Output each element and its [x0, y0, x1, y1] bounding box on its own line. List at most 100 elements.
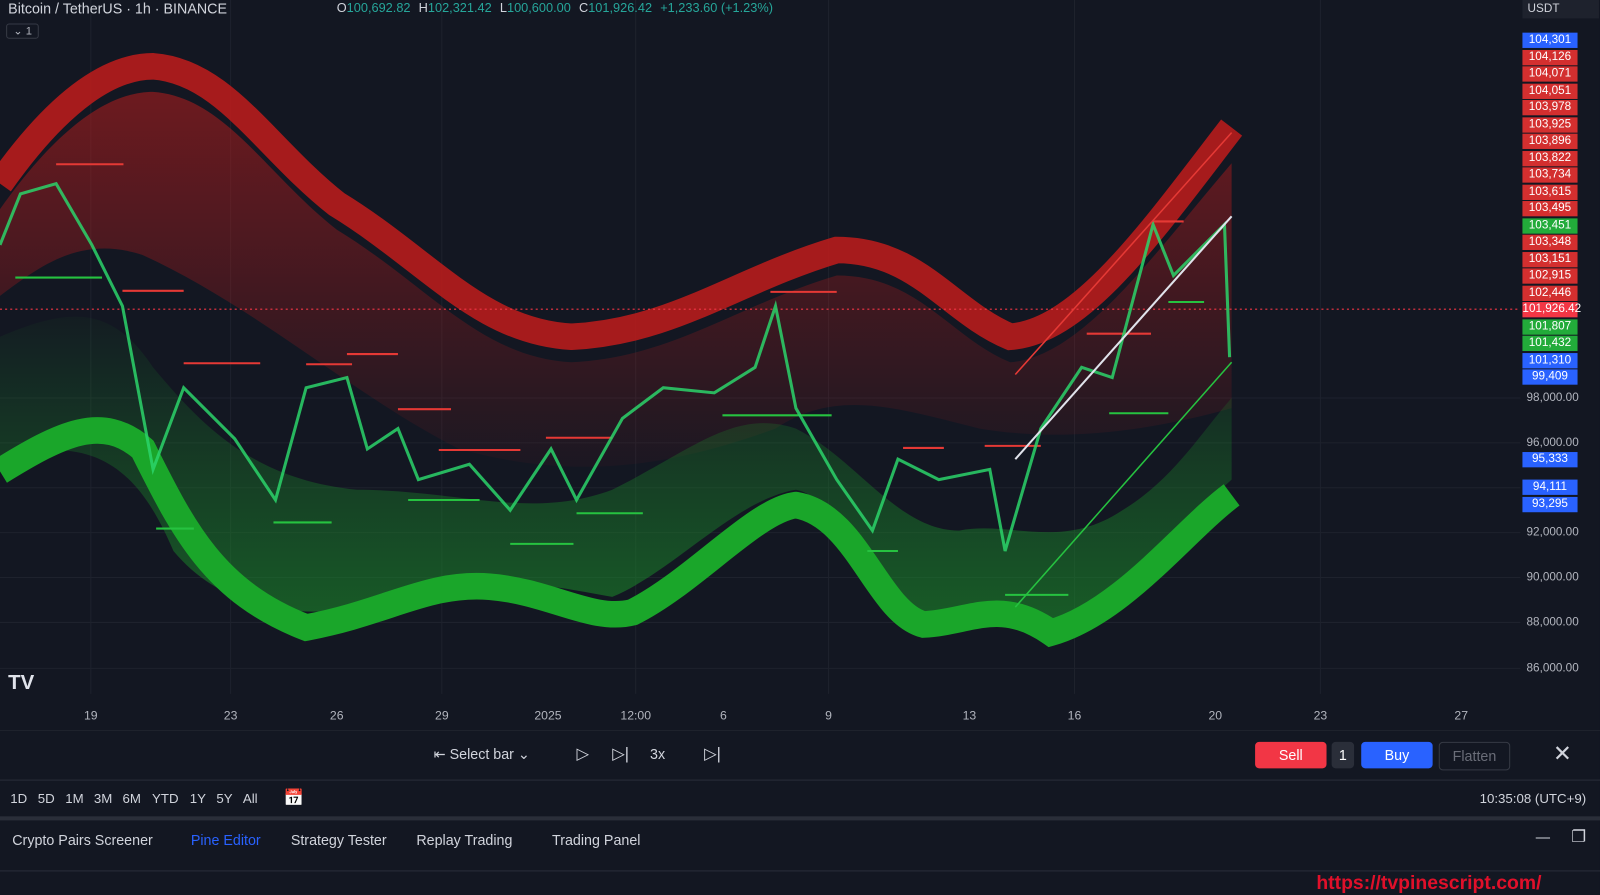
- watermark: https://tvpinescript.com/: [1316, 872, 1542, 894]
- maximize[interactable]: ❐: [1571, 828, 1587, 846]
- indicator-toggle[interactable]: ⌄ 1: [6, 23, 40, 39]
- price-label: 103,925: [1522, 116, 1578, 133]
- trend-line: [1014, 215, 1233, 460]
- price-label: 103,348: [1522, 234, 1578, 250]
- select-bar-label: Select bar: [449, 745, 514, 763]
- price-series: [0, 181, 1232, 552]
- time-tick-label: 19: [83, 708, 98, 723]
- time-tick-label: 27: [1454, 708, 1469, 723]
- price-label: 104,071: [1522, 66, 1578, 82]
- minimize[interactable]: —: [1535, 828, 1550, 845]
- logo: TV: [8, 672, 34, 694]
- price-label: 103,978: [1522, 99, 1578, 116]
- time-tick-label: 26: [329, 708, 344, 723]
- ohlc-value: 101,926.42: [588, 1, 653, 16]
- ohlc-value: 100,692.82: [346, 1, 411, 16]
- trend-line: [1014, 132, 1233, 375]
- divider: [0, 779, 1600, 781]
- price-label: 93,295: [1522, 496, 1578, 513]
- timeframe[interactable]: 5Y: [216, 790, 233, 807]
- price-label: 103,615: [1522, 184, 1578, 200]
- flatten-button[interactable]: Flatten: [1438, 741, 1511, 771]
- symbol[interactable]: Bitcoin / TetherUS · 1h · BINANCE: [8, 0, 228, 17]
- price-label: 103,734: [1522, 167, 1578, 183]
- step[interactable]: ▷|: [612, 745, 630, 764]
- tab[interactable]: Trading Panel: [552, 831, 641, 848]
- price-tick-label: 92,000.00: [1526, 526, 1579, 539]
- tab[interactable]: Crypto Pairs Screener: [12, 831, 153, 848]
- time-tick-label: 23: [1313, 708, 1328, 723]
- ohlc-change: +1,233.60 (+1.23%): [660, 1, 773, 16]
- ohlc-key: C: [578, 1, 589, 16]
- green-band-fill: [0, 316, 1232, 623]
- timeframe[interactable]: 3M: [93, 790, 113, 807]
- timeframe[interactable]: 5D: [37, 790, 55, 807]
- timeframe[interactable]: 1D: [10, 790, 28, 807]
- timeframe[interactable]: YTD: [152, 790, 179, 807]
- time-tick-label: 9: [825, 708, 832, 723]
- ohlc-value: 102,321.42: [427, 1, 492, 16]
- time-tick-label: 23: [223, 708, 238, 723]
- time-tick-label: 16: [1067, 708, 1082, 723]
- price-tick-label: 98,000.00: [1526, 391, 1579, 405]
- divider: [0, 816, 1600, 821]
- indicator-count: 1: [25, 25, 33, 38]
- price-label: 94,111: [1522, 479, 1578, 495]
- tab[interactable]: Pine Editor: [190, 831, 261, 848]
- currency[interactable]: USDT: [1522, 0, 1599, 19]
- quantity[interactable]: 1: [1331, 741, 1355, 769]
- timeframe[interactable]: 1M: [65, 790, 84, 807]
- close-button[interactable]: ✕: [1553, 740, 1572, 767]
- price-label: 103,151: [1522, 251, 1578, 267]
- timeframe[interactable]: All: [242, 790, 258, 807]
- ohlc: O100,692.82 H102,321.42 L100,600.00 C101,92…: [337, 1, 773, 15]
- timeframe[interactable]: 6M: [122, 790, 141, 807]
- price-label: 104,301: [1522, 32, 1578, 48]
- time-tick-label: 2025: [534, 708, 562, 723]
- price-label: 103,896: [1522, 133, 1578, 149]
- green-band: [0, 417, 1240, 648]
- price-label: 103,451: [1522, 217, 1578, 234]
- timeframe[interactable]: 1Y: [189, 790, 207, 807]
- red-band: [0, 53, 1243, 351]
- sell-button[interactable]: Sell: [1255, 741, 1327, 769]
- price-label: 103,495: [1522, 201, 1578, 217]
- ohlc-key: H: [418, 1, 428, 16]
- clock: 10:35:08 (UTC+9): [1479, 790, 1587, 807]
- time-tick-label: 29: [435, 708, 449, 723]
- red-band-fill: [0, 91, 1232, 467]
- time-tick-label: 20: [1208, 708, 1223, 723]
- date-range[interactable]: 📅: [283, 789, 304, 808]
- buy-button[interactable]: Buy: [1361, 741, 1433, 769]
- ohlc-key: O: [336, 1, 347, 16]
- price-label: 101,432: [1522, 335, 1578, 352]
- time-tick-label: 12:00: [620, 708, 652, 723]
- price-tick-label: 88,000.00: [1526, 616, 1579, 629]
- price-label: 102,446: [1522, 285, 1578, 301]
- price-label: 95,333: [1522, 452, 1578, 468]
- play[interactable]: ▷: [576, 745, 590, 764]
- divider: [0, 870, 1600, 872]
- price-label: 99,409: [1522, 369, 1578, 385]
- price-label: 104,126: [1522, 49, 1578, 65]
- price-tick-label: 96,000.00: [1526, 436, 1579, 449]
- price-label: 101,310: [1522, 352, 1578, 368]
- speed[interactable]: 3x: [649, 745, 666, 763]
- time-tick-label: 13: [962, 708, 977, 723]
- price-label: 102,915: [1522, 268, 1578, 284]
- tab[interactable]: Strategy Tester: [290, 831, 387, 848]
- jump-to-realtime[interactable]: ▷|: [704, 745, 721, 764]
- price-label: 104,051: [1522, 83, 1578, 99]
- price-tick-label: 86,000.00: [1526, 662, 1579, 675]
- time-tick-label: 6: [720, 708, 727, 723]
- chart-canvas: TV: [0, 0, 1600, 731]
- ohlc-value: 100,600.00: [506, 1, 571, 16]
- select-bar[interactable]: ⇤ Select bar ⌄: [433, 745, 530, 763]
- price-tick-label: 90,000.00: [1526, 571, 1579, 584]
- tab[interactable]: Replay Trading: [416, 831, 513, 848]
- ohlc-key: L: [499, 1, 507, 16]
- price-label: 101,926.42: [1522, 302, 1581, 318]
